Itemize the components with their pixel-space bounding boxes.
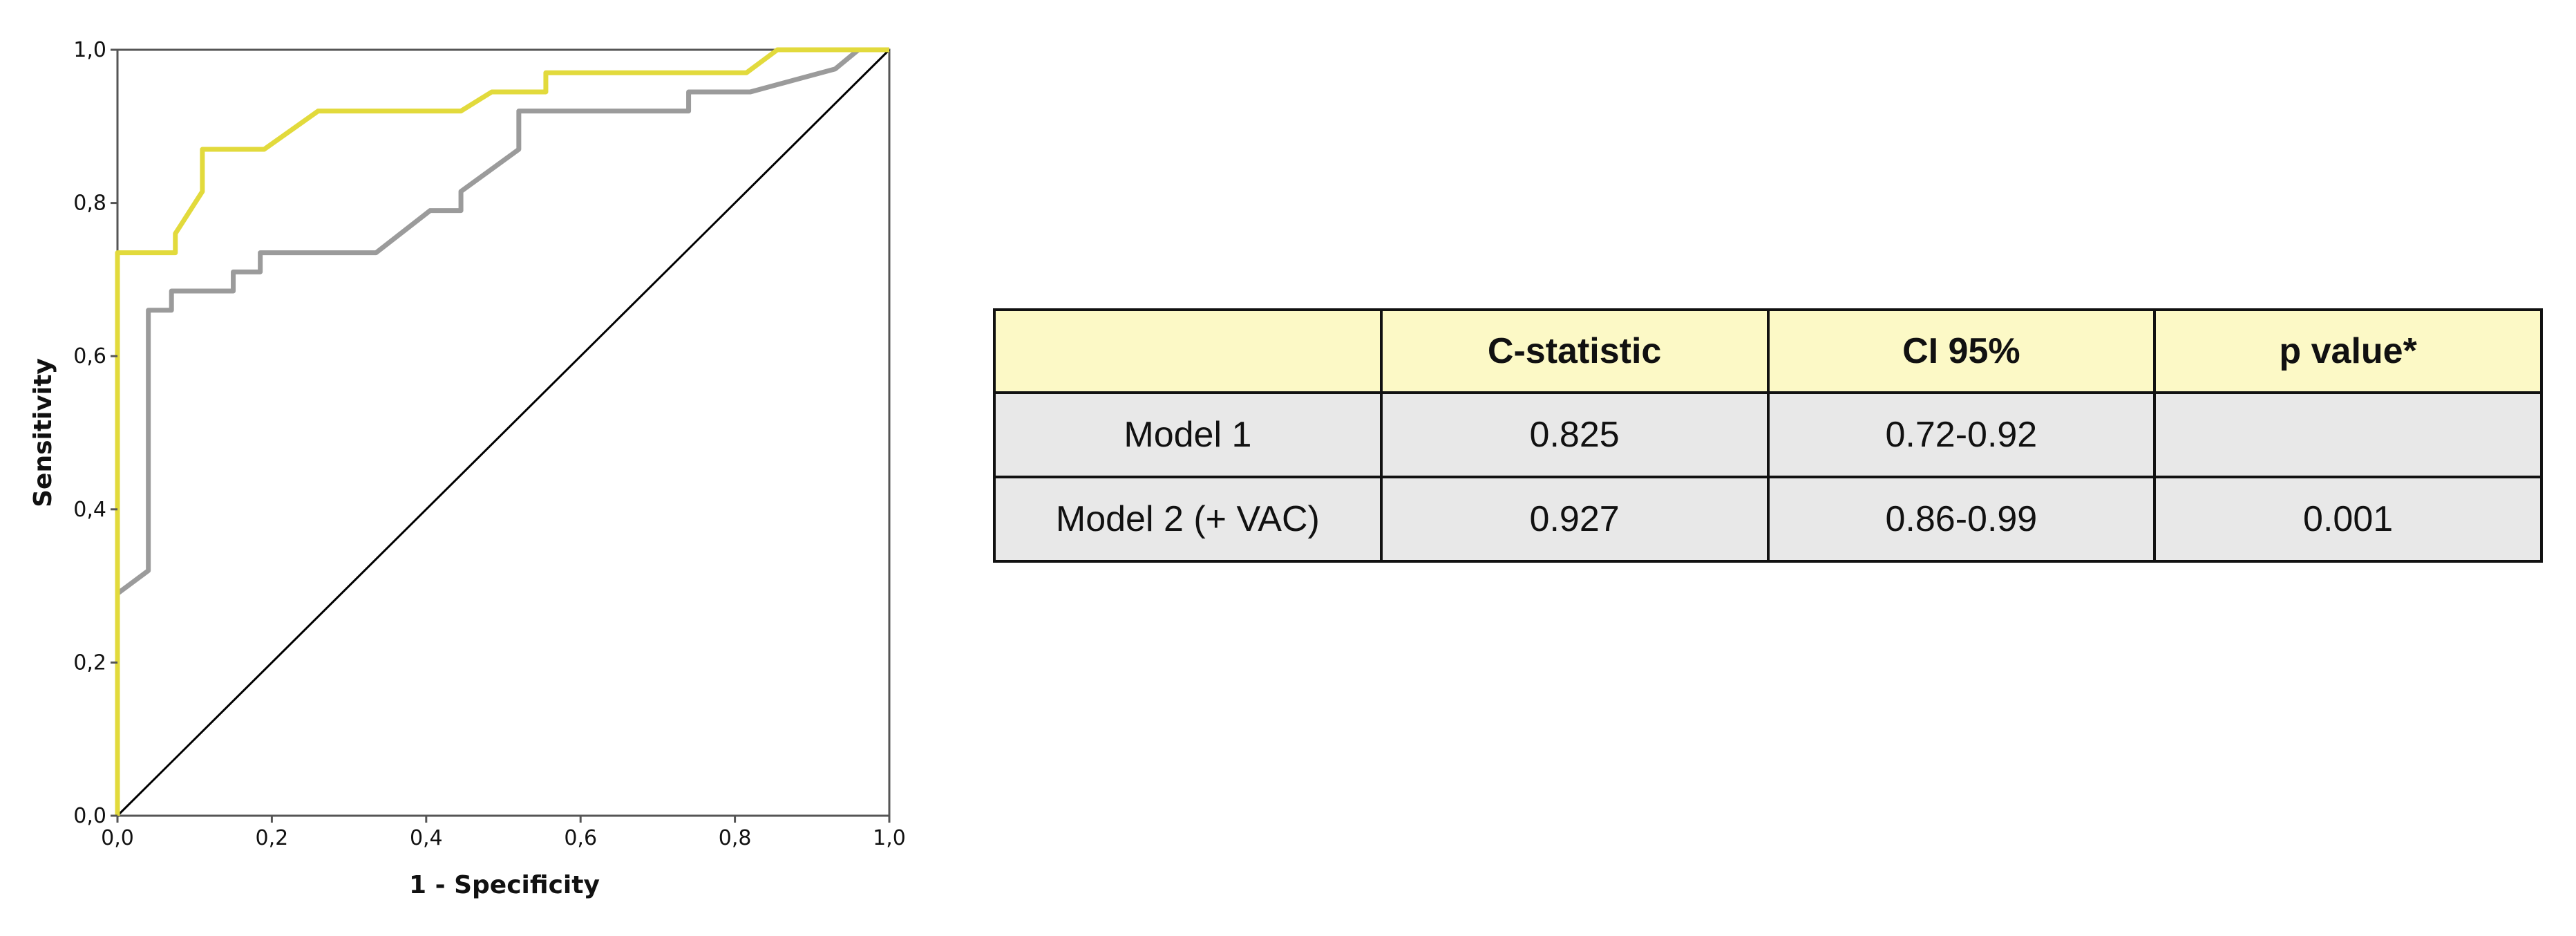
- y-axis-title: Sensitivity: [29, 358, 57, 507]
- series-lines: [115, 47, 891, 817]
- table-cell-model: Model 2 (+ VAC): [993, 476, 1383, 563]
- table-header-row: C-statistic CI 95% p value*: [993, 308, 2543, 394]
- table-cell-c-statistic: 0.927: [1379, 476, 1770, 563]
- y-tick-label: 0,8: [73, 191, 106, 216]
- y-tick-label: 0,4: [73, 498, 106, 522]
- table-cell-p-value: [2153, 391, 2543, 478]
- axis-ticks: 0,00,0 0,2 0,2 0,4 0,4 0,6 0,6 0,8 0,8 1,0 1,0: [73, 38, 906, 850]
- table-header-blank: [993, 308, 1383, 394]
- x-tick-label: 0,4: [410, 826, 443, 850]
- x-tick-label: 0,6: [564, 826, 597, 850]
- series-line-reference-line: [116, 48, 891, 817]
- x-tick-label: 0,0: [101, 826, 134, 850]
- x-tick-label: 0,8: [719, 826, 752, 850]
- table-header-p-value: p value*: [2153, 308, 2543, 394]
- table-row: Model 2 (+ VAC) 0.927 0.86-0.99 0.001: [993, 476, 2543, 563]
- table-cell-ci: 0.86-0.99: [1766, 476, 2157, 563]
- table-cell-model: Model 1: [993, 391, 1383, 478]
- y-tick-label: 0,6: [73, 344, 106, 368]
- table-cell-ci: 0.72-0.92: [1766, 391, 2157, 478]
- x-tick-label: 0,2: [256, 826, 289, 850]
- roc-chart: 0,00,0 0,2 0,2 0,4 0,4 0,6 0,6 0,8 0,8 1,0 1,0 1 -…: [29, 38, 906, 899]
- y-tick-label: 1,0: [73, 38, 106, 62]
- x-axis-title: 1 - Specificity: [409, 871, 600, 899]
- series-line-model-1: [115, 47, 889, 816]
- table-header-c-statistic: C-statistic: [1379, 308, 1770, 394]
- y-tick-label: 0,2: [73, 650, 106, 675]
- stats-table: C-statistic CI 95% p value* Model 1 0.82…: [993, 308, 2543, 563]
- table-header-ci-95: CI 95%: [1766, 308, 2157, 394]
- series-line-model-1-vac: [115, 47, 889, 816]
- table-cell-p-value: 0.001: [2153, 476, 2543, 563]
- table-row: Model 1 0.825 0.72-0.92: [993, 391, 2543, 478]
- y-tick-label: 0,0: [73, 804, 106, 828]
- x-tick-label: 1,0: [873, 826, 906, 850]
- table-cell-c-statistic: 0.825: [1379, 391, 1770, 478]
